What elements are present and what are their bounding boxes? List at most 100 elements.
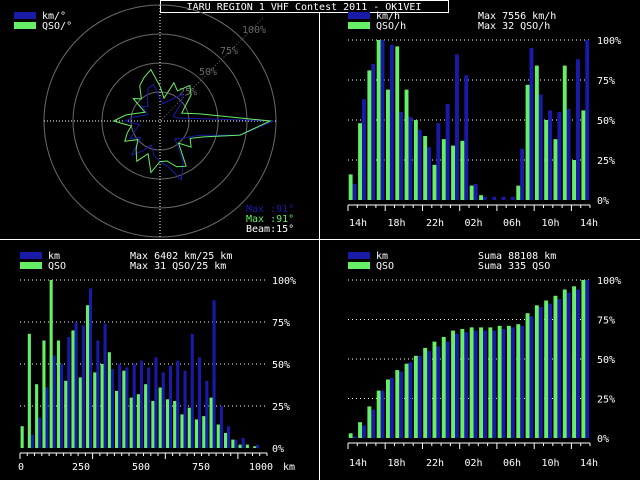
cumulative-bar-blue-8 bbox=[427, 351, 431, 438]
cumulative-bar-green-15 bbox=[488, 327, 493, 438]
per-hour-bar-blue-14 bbox=[483, 196, 487, 200]
polar-info-max-qso: Max :91° bbox=[246, 214, 294, 225]
per-hour-bar-green-7 bbox=[413, 120, 418, 200]
per-hour-bar-blue-24 bbox=[576, 59, 580, 201]
per-hour-x-tick-label: 22h bbox=[426, 218, 444, 229]
distance-bar-green-30 bbox=[238, 444, 242, 448]
cumulative-bar-blue-18 bbox=[520, 325, 525, 438]
cumulative-bar-green-14 bbox=[479, 327, 483, 438]
per-hour-bar-blue-12 bbox=[464, 75, 469, 200]
distance-legend-swatch-1 bbox=[20, 252, 42, 259]
cumulative-y-tick-label: 0% bbox=[597, 434, 609, 445]
cumulative-bar-green-1 bbox=[358, 422, 362, 438]
distance-y-tick-label: 50% bbox=[272, 360, 290, 371]
cumulative-bar-green-21 bbox=[544, 300, 549, 438]
cumulative-bar-green-25 bbox=[581, 280, 586, 438]
cumulative-bar-green-2 bbox=[367, 406, 372, 438]
distance-bar-blue-6 bbox=[67, 337, 71, 448]
distance-bar-blue-16 bbox=[139, 360, 143, 448]
cumulative-x-tick-label: 18h bbox=[387, 458, 405, 469]
distance-bar-blue-5 bbox=[60, 364, 64, 448]
distance-bar-blue-32 bbox=[256, 444, 260, 448]
per-hour-y-tick-label: 0% bbox=[597, 196, 609, 207]
distance-bar-blue-30 bbox=[241, 437, 245, 448]
cumulative-bar-blue-23 bbox=[566, 292, 571, 438]
per-hour-bar-green-13 bbox=[469, 185, 474, 200]
polar-series-qso-deg bbox=[112, 68, 273, 174]
per-hour-bar-green-1 bbox=[358, 123, 362, 200]
distance-bar-green-5 bbox=[56, 340, 60, 448]
per-hour-bar-blue-19 bbox=[529, 48, 534, 200]
per-hour-bar-blue-20 bbox=[538, 94, 543, 200]
distance-bar-green-8 bbox=[78, 377, 82, 448]
distance-bar-green-23 bbox=[187, 407, 191, 448]
ring-label-50: 50% bbox=[199, 67, 217, 78]
cumulative-bar-blue-1 bbox=[362, 425, 366, 438]
cumulative-bar-green-5 bbox=[395, 370, 400, 438]
distance-bar-green-12 bbox=[107, 352, 111, 448]
cumulative-bar-green-3 bbox=[376, 390, 381, 438]
cumulative-bar-blue-22 bbox=[557, 299, 562, 438]
cumulative-bar-green-10 bbox=[441, 336, 446, 438]
cumulative-bar-blue-11 bbox=[455, 333, 459, 438]
distance-bar-blue-13 bbox=[118, 364, 122, 448]
distance-info-line-1: Max 6402 km/25 km bbox=[130, 251, 232, 262]
distance-bar-green-20 bbox=[165, 399, 169, 448]
per-hour-bar-blue-10 bbox=[445, 104, 450, 200]
cumulative-bar-green-17 bbox=[507, 325, 511, 438]
per-hour-bar-green-4 bbox=[386, 89, 390, 200]
per-hour-y-tick-label: 75% bbox=[597, 76, 615, 87]
distance-bar-blue-17 bbox=[147, 367, 151, 448]
distance-bar-green-16 bbox=[136, 394, 140, 448]
distance-legend-label-1: km bbox=[48, 251, 60, 262]
distance-legend-label-2: QSO bbox=[48, 261, 66, 272]
distance-bar-blue-24 bbox=[198, 357, 202, 448]
per-hour-bar-blue-25 bbox=[585, 40, 590, 200]
distance-bar-green-2 bbox=[35, 384, 39, 448]
per-hour-bar-green-2 bbox=[367, 70, 372, 201]
per-hour-info-line-2: Max 32 QSO/h bbox=[478, 21, 550, 32]
distance-bar-green-29 bbox=[231, 439, 235, 448]
distance-bar-blue-3 bbox=[45, 387, 49, 448]
per-hour-bar-green-5 bbox=[395, 46, 400, 201]
per-hour-bar-green-21 bbox=[544, 120, 549, 200]
polar-info-beam: Beam:15° bbox=[246, 224, 294, 235]
distance-y-tick-label: 75% bbox=[272, 318, 290, 329]
cumulative-bar-blue-17 bbox=[510, 327, 515, 438]
per-hour-y-tick-label: 25% bbox=[597, 156, 615, 167]
ring-75 bbox=[72, 33, 248, 209]
distance-bar-blue-7 bbox=[74, 322, 78, 448]
cumulative-bar-blue-20 bbox=[538, 306, 543, 438]
distance-bar-green-32 bbox=[253, 446, 257, 448]
distance-x-tick-label: 1000 bbox=[249, 462, 273, 473]
per-hour-x-tick-label: 02h bbox=[464, 218, 482, 229]
cumulative-bar-green-4 bbox=[386, 379, 390, 438]
cumulative-bar-blue-16 bbox=[501, 329, 506, 438]
per-hour-bar-green-24 bbox=[572, 160, 576, 200]
per-hour-bar-blue-1 bbox=[362, 99, 366, 200]
per-hour-bar-blue-8 bbox=[427, 147, 431, 200]
per-hour-bar-green-20 bbox=[534, 65, 539, 200]
cumulative-bar-green-20 bbox=[534, 305, 539, 438]
distance-bar-green-4 bbox=[49, 280, 53, 448]
cumulative-bar-green-24 bbox=[572, 286, 576, 438]
cumulative-bar-green-16 bbox=[497, 325, 502, 438]
per-hour-bar-blue-17 bbox=[510, 196, 515, 200]
legend-label-km-deg: km/° bbox=[42, 11, 66, 22]
polar-info-max-km: Max :91° bbox=[246, 204, 294, 215]
cumulative-legend-swatch-1 bbox=[348, 252, 370, 259]
per-hour-bar-green-19 bbox=[525, 84, 530, 200]
distance-bar-green-0 bbox=[20, 426, 24, 448]
distance-bar-blue-2 bbox=[38, 417, 42, 448]
ring-label-100: 100% bbox=[242, 25, 266, 36]
per-hour-y-tick-label: 100% bbox=[597, 36, 621, 47]
cumulative-info-line-1: Suma 88108 km bbox=[478, 251, 556, 262]
cumulative-y-tick-label: 100% bbox=[597, 276, 621, 287]
cumulative-x-tick-label: 06h bbox=[503, 458, 521, 469]
per-hour-bar-green-25 bbox=[581, 110, 586, 200]
distance-x-tick-label: km bbox=[283, 462, 295, 473]
distance-bar-blue-18 bbox=[154, 357, 158, 448]
per-hour-bar-blue-16 bbox=[501, 196, 506, 200]
